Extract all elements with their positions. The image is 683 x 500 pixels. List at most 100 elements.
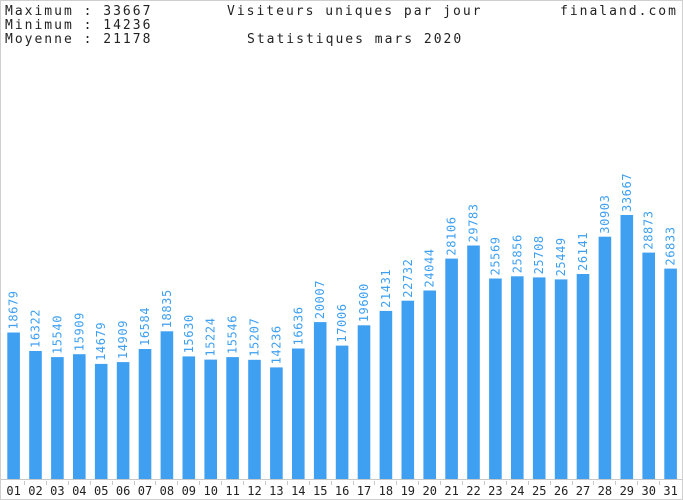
bar-23 [489,278,502,479]
stat-maximum-label: Maximum [5,4,74,19]
bar-29 [620,215,634,479]
x-tick-label: 05 [94,484,108,498]
bar-value-label: 30903 [598,195,612,234]
bar-value-label: 17006 [335,303,349,342]
stat-minimum-value: 14236 [103,18,153,33]
x-tick-label: 13 [269,484,283,498]
bar-26 [554,279,568,479]
stat-maximum: Maximum : 33667 [5,4,153,19]
bar-value-label: 18835 [160,289,174,328]
bar-02 [29,351,42,479]
bar-04 [73,354,86,479]
bar-value-label: 16636 [291,306,305,345]
bar-value-label: 25569 [488,236,502,275]
bar-14 [292,348,305,479]
bar-31 [664,268,677,479]
x-tick-label: 29 [620,484,634,498]
bar-08 [160,331,174,479]
x-tick-label: 28 [598,484,612,498]
x-tick-label: 24 [510,484,524,498]
bar-value-label: 14679 [94,322,108,361]
bar-16 [335,345,349,479]
bar-07 [138,349,152,479]
x-tick-label: 19 [401,484,415,498]
bar-01 [7,332,20,479]
x-tick-label: 03 [50,484,64,498]
bar-value-label: 33667 [620,173,634,212]
bar-28 [598,236,612,479]
x-tick-label: 21 [444,484,458,498]
bar-value-label: 26141 [576,232,590,271]
bar-18 [379,310,393,479]
x-tick-label: 06 [116,484,130,498]
bar-11 [226,357,239,479]
bar-value-label: 14236 [269,325,283,364]
bar-21 [445,258,458,479]
x-tick-label: 09 [182,484,196,498]
bar-value-label: 26833 [664,226,678,265]
bar-20 [423,290,436,479]
bar-value-label: 15630 [182,314,196,353]
bar-value-label: 25449 [554,237,568,276]
bar-30 [642,252,655,479]
bar-value-label: 16322 [29,309,43,348]
x-tick-label: 20 [422,484,436,498]
bar-10 [204,359,217,479]
bar-value-label: 15207 [248,318,262,357]
x-tick-label: 22 [466,484,480,498]
x-tick-label: 31 [663,484,677,498]
x-tick-label: 18 [379,484,393,498]
site-name: finaland.com [560,4,678,19]
x-tick-label: 11 [225,484,239,498]
x-tick-label: 12 [247,484,261,498]
chart-subtitle: Statistiques mars 2020 [247,32,464,47]
bar-25 [532,277,546,479]
bar-05 [94,363,108,479]
bar-value-label: 28873 [642,210,656,249]
bar-13 [270,367,283,479]
stat-maximum-value: 33667 [103,4,153,19]
bar-22 [467,245,480,479]
bar-value-label: 24044 [423,248,437,287]
bar-06 [116,362,130,479]
bar-value-label: 18679 [7,290,21,329]
bar-value-label: 29783 [467,203,481,242]
x-tick-label: 14 [291,484,305,498]
stat-average-label: Moyenne [5,32,74,47]
x-tick-label: 02 [28,484,42,498]
bar-24 [511,276,524,479]
x-tick-label: 04 [72,484,86,498]
x-tick-label: 16 [335,484,349,498]
bar-value-label: 16584 [138,307,152,346]
bar-value-label: 21431 [379,269,393,308]
bar-value-label: 15546 [226,315,240,354]
x-tick-label: 25 [532,484,546,498]
x-tick-label: 08 [160,484,174,498]
x-tick-label: 15 [313,484,327,498]
x-tick-label: 26 [554,484,568,498]
bar-12 [248,359,261,479]
bar-19 [401,300,415,479]
bar-value-label: 20007 [313,280,327,319]
bar-value-label: 25856 [510,234,524,273]
bar-09 [182,356,196,479]
stat-average: Moyenne : 21178 [5,32,153,47]
bar-27 [576,274,590,479]
x-tick-label: 30 [641,484,655,498]
bar-value-label: 22732 [401,259,415,298]
bar-value-label: 15224 [204,317,218,356]
bar-value-label: 25708 [532,235,546,274]
stat-minimum: Minimum : 14236 [5,18,153,33]
stat-average-value: 21178 [103,32,153,47]
x-tick-label: 10 [203,484,217,498]
bar-value-label: 15540 [50,315,64,354]
x-tick-label: 07 [138,484,152,498]
bar-value-label: 28106 [445,216,459,255]
stat-minimum-label: Minimum [5,18,74,33]
bar-03 [51,357,64,479]
x-tick-label: 23 [488,484,502,498]
bar-value-label: 19600 [357,283,371,322]
x-tick-label: 17 [357,484,371,498]
